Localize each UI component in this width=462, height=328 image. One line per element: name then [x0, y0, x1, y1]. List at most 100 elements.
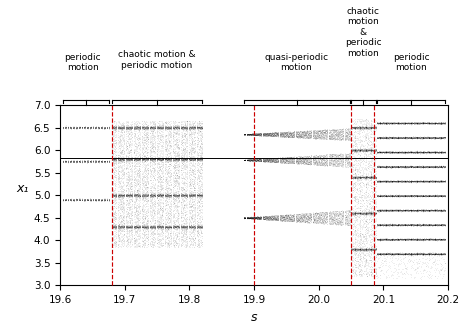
Point — [426, 135, 434, 141]
Point — [124, 120, 132, 125]
Point — [394, 120, 401, 125]
Point — [384, 222, 392, 227]
Point — [91, 196, 98, 202]
Point — [315, 212, 322, 217]
Point — [394, 193, 401, 198]
Point — [134, 192, 141, 197]
Point — [149, 142, 157, 147]
Point — [92, 197, 100, 202]
Point — [241, 215, 248, 220]
Point — [357, 147, 364, 152]
Point — [267, 217, 275, 223]
Point — [188, 193, 196, 198]
Point — [402, 120, 410, 126]
Point — [245, 132, 252, 137]
Point — [436, 260, 444, 266]
Point — [127, 131, 134, 136]
Point — [428, 252, 436, 257]
Point — [426, 164, 434, 169]
Point — [314, 159, 322, 165]
Point — [383, 193, 391, 198]
Point — [122, 126, 129, 131]
Point — [376, 237, 383, 242]
Point — [247, 216, 255, 221]
Point — [386, 237, 394, 242]
Point — [404, 120, 412, 125]
Point — [184, 156, 191, 161]
Point — [350, 148, 358, 153]
Point — [147, 119, 154, 125]
Point — [347, 222, 355, 227]
Point — [151, 192, 158, 197]
Point — [242, 157, 249, 162]
Point — [390, 135, 398, 140]
Point — [415, 193, 423, 198]
Point — [138, 159, 146, 165]
Point — [161, 194, 168, 199]
Point — [378, 121, 386, 126]
Point — [401, 179, 409, 184]
Point — [310, 218, 317, 224]
Point — [384, 165, 392, 170]
Point — [162, 125, 170, 130]
Point — [344, 136, 352, 141]
Point — [276, 213, 283, 218]
Point — [182, 218, 189, 224]
Point — [386, 256, 394, 261]
Point — [115, 216, 122, 221]
Point — [348, 206, 356, 211]
Point — [374, 236, 382, 242]
Point — [413, 208, 421, 213]
Point — [438, 251, 446, 256]
Point — [407, 236, 415, 242]
Point — [426, 165, 433, 170]
Point — [187, 214, 195, 219]
Point — [269, 158, 277, 163]
Point — [387, 194, 395, 199]
Point — [172, 128, 180, 133]
Point — [110, 125, 118, 131]
Point — [258, 158, 265, 164]
Point — [419, 237, 427, 242]
Point — [304, 215, 312, 220]
Point — [362, 246, 369, 251]
Point — [152, 157, 159, 162]
Point — [149, 156, 157, 161]
Point — [379, 251, 387, 256]
Point — [274, 156, 281, 162]
Point — [147, 147, 154, 153]
Point — [158, 125, 165, 131]
Point — [401, 163, 409, 168]
Point — [176, 199, 183, 204]
Point — [123, 126, 130, 131]
Point — [178, 219, 185, 224]
Point — [377, 208, 385, 213]
Point — [198, 194, 205, 199]
Point — [428, 120, 436, 126]
Point — [115, 124, 122, 130]
Point — [407, 222, 415, 227]
Point — [400, 178, 407, 184]
Point — [393, 208, 401, 213]
Point — [72, 197, 79, 202]
Point — [365, 245, 373, 250]
Point — [342, 154, 349, 159]
Point — [371, 223, 378, 229]
Point — [423, 135, 431, 140]
Point — [364, 132, 371, 137]
Point — [365, 148, 373, 153]
Point — [350, 147, 358, 152]
Point — [282, 154, 290, 160]
Point — [153, 176, 160, 182]
Point — [145, 208, 152, 213]
Point — [396, 135, 404, 140]
Point — [434, 150, 442, 155]
Point — [171, 118, 178, 124]
Point — [347, 196, 355, 201]
Point — [141, 201, 149, 206]
Point — [377, 193, 385, 198]
Point — [372, 235, 379, 240]
Point — [370, 218, 377, 223]
Point — [108, 156, 116, 161]
Point — [373, 178, 381, 183]
